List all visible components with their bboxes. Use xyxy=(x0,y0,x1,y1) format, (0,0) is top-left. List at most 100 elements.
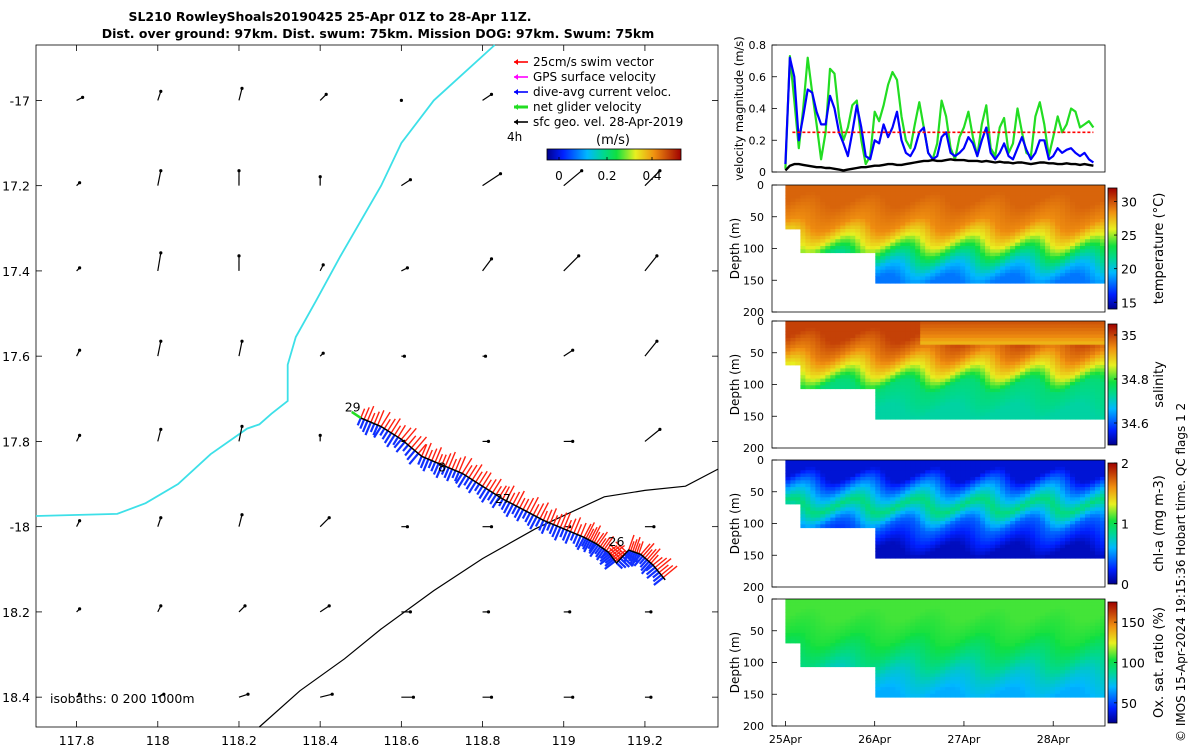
section-cell xyxy=(810,470,816,474)
section-cell xyxy=(980,551,986,556)
section-cell xyxy=(885,463,891,468)
section-cell xyxy=(875,337,881,342)
section-cell xyxy=(910,463,916,468)
section-cell xyxy=(875,537,881,542)
section-cell xyxy=(825,354,831,359)
section-cell xyxy=(950,351,956,356)
current-vector xyxy=(516,509,525,522)
section-cell xyxy=(955,551,961,556)
section-cell xyxy=(825,249,831,254)
section-cell xyxy=(985,242,991,247)
section-cell xyxy=(885,266,891,271)
section-cell xyxy=(865,229,871,233)
section-colorbar-tick-label: 34.8 xyxy=(1121,372,1149,387)
section-cell xyxy=(930,504,936,508)
section-cell xyxy=(1005,324,1011,329)
section-cell xyxy=(940,551,946,556)
section-cell xyxy=(940,222,946,227)
section-cell xyxy=(880,537,886,542)
section-cell xyxy=(870,483,876,488)
section-cell xyxy=(925,252,931,257)
section-cell xyxy=(975,487,981,491)
section-cell xyxy=(1035,388,1041,393)
section-cell xyxy=(1040,256,1046,260)
section-cell xyxy=(980,490,986,495)
section-cell xyxy=(930,259,936,264)
section-cell xyxy=(1050,246,1056,250)
section-cell xyxy=(990,371,996,376)
section-cell xyxy=(850,385,856,390)
section-cell xyxy=(865,371,871,376)
section-cell xyxy=(925,246,931,250)
section-cell xyxy=(910,273,916,277)
section-cell xyxy=(1095,382,1101,386)
section-cell xyxy=(950,493,956,498)
section-cell xyxy=(990,276,996,281)
section-cell xyxy=(1020,188,1026,193)
section-cell xyxy=(990,259,996,264)
section-cell xyxy=(945,510,951,515)
section-cell xyxy=(990,365,996,369)
section-cell xyxy=(1090,368,1096,373)
section-cell xyxy=(785,473,791,478)
section-cell xyxy=(965,402,971,407)
section-cell xyxy=(930,531,936,535)
section-cell xyxy=(830,500,836,505)
section-cell xyxy=(965,239,971,243)
section-cell xyxy=(840,222,846,227)
section-cell xyxy=(900,395,906,400)
section-cell xyxy=(900,466,906,471)
section-cell xyxy=(820,378,826,383)
section-cell xyxy=(920,388,926,393)
section-cell xyxy=(950,321,956,325)
section-cell xyxy=(945,504,951,508)
section-cell xyxy=(995,242,1001,247)
section-cell xyxy=(1070,371,1076,376)
section-cell xyxy=(1045,334,1051,339)
section-cell xyxy=(1015,463,1021,468)
section-cell xyxy=(895,279,901,284)
section-cell xyxy=(855,490,861,495)
section-cell xyxy=(1010,208,1016,213)
section-cell xyxy=(820,514,826,518)
section-cell xyxy=(1040,344,1046,349)
section-cell xyxy=(800,375,806,379)
section-cell xyxy=(975,395,981,400)
section-cell xyxy=(1065,375,1071,379)
section-cell xyxy=(910,548,916,552)
section-cell xyxy=(990,249,996,254)
section-cell xyxy=(990,517,996,522)
section-cell xyxy=(865,341,871,346)
section-cell xyxy=(950,460,956,464)
section-cell xyxy=(895,510,901,515)
section-cell xyxy=(910,385,916,390)
section-cell xyxy=(970,351,976,356)
section-cell xyxy=(875,466,881,471)
section-cell xyxy=(960,222,966,227)
section-cell xyxy=(885,259,891,264)
geostrophic-vector-head xyxy=(321,263,325,267)
section-cell xyxy=(795,470,801,474)
section-cell xyxy=(880,497,886,502)
section-cell xyxy=(850,368,856,373)
section-cell xyxy=(985,218,991,223)
section-cell xyxy=(1080,222,1086,227)
section-cell xyxy=(1060,321,1066,325)
section-cell xyxy=(875,398,881,403)
section-cell xyxy=(1095,249,1101,254)
section-y-tick-label: 200 xyxy=(743,306,764,319)
geostrophic-vector-head xyxy=(237,254,241,258)
section-cell xyxy=(830,524,836,529)
section-cell xyxy=(880,460,886,464)
section-cell xyxy=(1070,368,1076,373)
section-cell xyxy=(990,402,996,407)
section-cell xyxy=(960,487,966,491)
section-cell xyxy=(810,246,816,250)
section-cell xyxy=(1070,246,1076,250)
section-cell xyxy=(805,510,811,515)
section-cell xyxy=(1045,249,1051,254)
section-cell xyxy=(1040,327,1046,332)
section-cell xyxy=(1010,490,1016,495)
section-cell xyxy=(1050,273,1056,277)
